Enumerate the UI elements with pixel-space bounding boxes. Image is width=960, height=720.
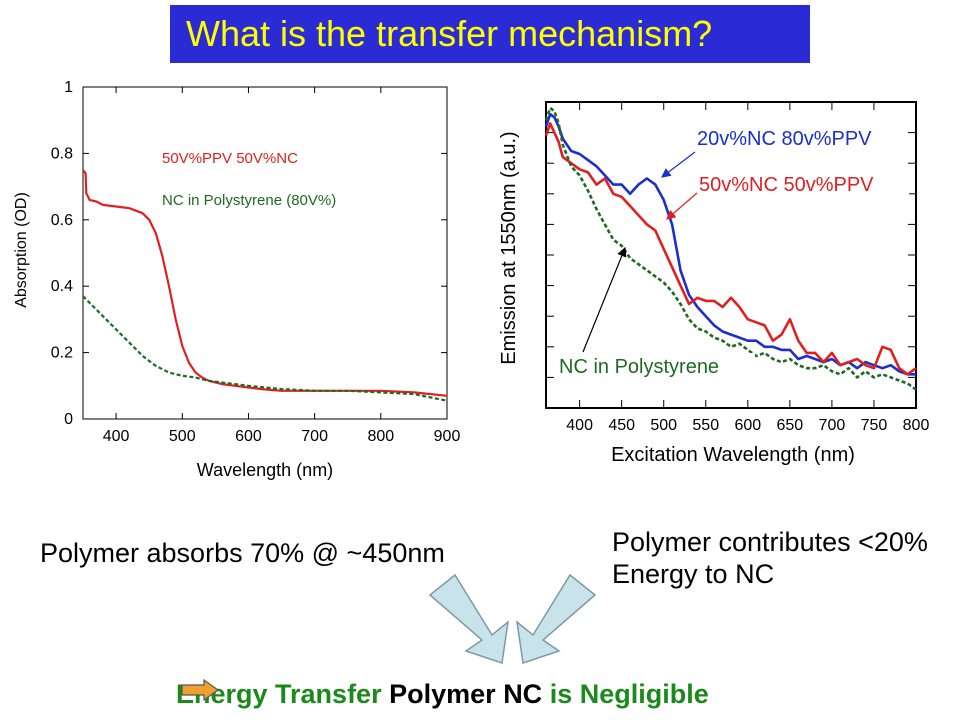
x-tick-label: 550 (692, 417, 719, 434)
y-tick-label: 0.6 (51, 212, 73, 229)
series-line-50v-ppv-50v-nc (82, 169, 448, 397)
chart2-x-axis-label: Excitation Wavelength (nm) (611, 444, 855, 466)
y-tick-label: 0 (64, 411, 73, 428)
series-line-nc-in-polystyrene-80v- (82, 295, 448, 402)
absorption-chart: 400 500 600 700 800 900 0 0.2 0.4 0.6 0.8 1 Wavelen… (13, 79, 460, 480)
x-tick-label: 700 (301, 428, 328, 445)
y-tick-label: 0.8 (51, 145, 73, 162)
x-tick-label: 500 (169, 428, 196, 445)
chart2-annotation-arrow-blue (661, 151, 696, 178)
note-right-line1: Polymer contributes <20% (612, 527, 928, 557)
conclusion-polymer: Polymer (389, 679, 496, 710)
chart2-label-nc-polystyrene: NC in Polystyrene (559, 356, 719, 378)
right-arrow-icon (181, 678, 220, 702)
x-tick-label: 900 (434, 428, 461, 445)
x-tick-label: 800 (903, 417, 930, 434)
emission-chart: 400 450 500 550 600 650 700 750 800 Excitation W… (498, 101, 929, 466)
chart2-annotation-arrow-green (582, 246, 627, 353)
chart1-frame (82, 86, 448, 420)
conclusion-nc: NC (503, 679, 543, 710)
series-line-50v-nc-50v-ppv (544, 122, 917, 376)
note-right-line2: Energy to NC (612, 559, 775, 589)
x-tick-label: 600 (235, 428, 262, 445)
chart2-label-bg-green (557, 353, 755, 377)
chart2-annotation-arrow-red (666, 192, 698, 220)
chart2-label-bg-red (697, 172, 909, 196)
chart1-ticks: 400 500 600 700 800 900 0 0.2 0.4 0.6 0.8 1 (51, 79, 461, 445)
series-line-20v-nc-80v-ppv (544, 112, 916, 376)
chart1-x-axis-label: Wavelength (nm) (197, 460, 333, 480)
x-tick-label: 400 (103, 428, 130, 445)
note-polymer-contributes: Polymer contributes <20% Energy to NC (612, 526, 928, 590)
chart2-y-axis-label: Emission at 1550nm (a.u.) (498, 131, 520, 364)
x-tick-label: 650 (777, 417, 804, 434)
chart1-legend-ppv-nc: 50V%PPV 50V%NC (162, 150, 298, 167)
chart2-label-nc50-ppv50: 50v%NC 50v%PPV (699, 174, 874, 196)
series-line-nc-in-polystyrene (544, 106, 917, 391)
x-tick-label: 400 (566, 417, 593, 434)
conclusion: Energy Transfer Polymer NC is Negligible (176, 678, 709, 710)
chart2-ticks: 400 450 500 550 600 650 700 750 800 (546, 102, 929, 434)
chart1-y-axis-label: Absorption (OD) (13, 192, 30, 308)
x-tick-label: 450 (608, 417, 635, 434)
x-tick-label: 800 (367, 428, 394, 445)
x-tick-label: 500 (650, 417, 677, 434)
conclusion-is-negligible: is Negligible (549, 679, 709, 710)
chart2-label-nc20-ppv80: 20v%NC 80v%PPV (697, 128, 872, 150)
note-polymer-absorbs: Polymer absorbs 70% @ ~450nm (40, 538, 445, 568)
x-tick-label: 600 (734, 417, 761, 434)
slide-title: What is the transfer mechanism? (170, 5, 810, 63)
y-tick-label: 1 (64, 79, 73, 96)
chart2-label-bg-blue (694, 125, 908, 149)
block-down-arrow-icon (428, 573, 597, 664)
chart1-legend-nc-polystyrene: NC in Polystyrene (80V%) (162, 192, 336, 209)
y-tick-label: 0.2 (51, 345, 73, 362)
chart1-series (82, 169, 448, 402)
x-tick-label: 700 (819, 417, 846, 434)
y-tick-label: 0.4 (51, 278, 73, 295)
chart2-series (544, 106, 917, 391)
x-tick-label: 750 (861, 417, 888, 434)
